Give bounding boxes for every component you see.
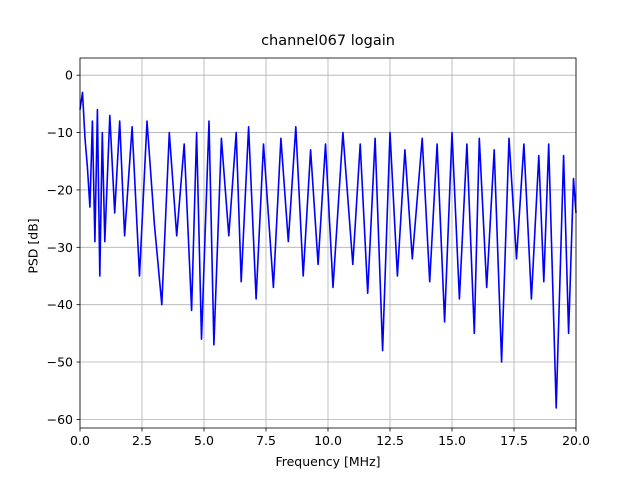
x-tick-label: 20.0 — [562, 433, 590, 448]
y-tick-label: −50 — [47, 355, 73, 370]
x-tick-label: 2.5 — [132, 433, 152, 448]
series-layer — [79, 91, 577, 409]
tick-layer: 0.0 2.5 5.0 7.5 10.0 12.5 15.0 17.5 20.0 0 −10 −20 −… — [47, 68, 590, 448]
chart-title: channel067 logain — [261, 33, 395, 49]
x-tick-label: 5.0 — [194, 433, 214, 448]
x-tick-label: 17.5 — [500, 433, 528, 448]
y-tick-label: −10 — [47, 125, 73, 140]
grid-lines — [79, 58, 577, 428]
x-tick-label: 12.5 — [376, 433, 404, 448]
y-tick-label: −30 — [47, 240, 73, 255]
y-tick-label: −40 — [47, 297, 73, 312]
x-tick-label: 7.5 — [256, 433, 276, 448]
x-tick-label: 15.0 — [438, 433, 466, 448]
psd-line — [79, 91, 577, 409]
x-axis-label: Frequency [MHz] — [275, 454, 381, 469]
x-tick-label: 10.0 — [314, 433, 342, 448]
x-tick-label: 0.0 — [70, 433, 90, 448]
y-tick-label: 0 — [65, 68, 73, 83]
y-tick-label: −60 — [47, 412, 73, 427]
y-tick-label: −20 — [47, 182, 73, 197]
